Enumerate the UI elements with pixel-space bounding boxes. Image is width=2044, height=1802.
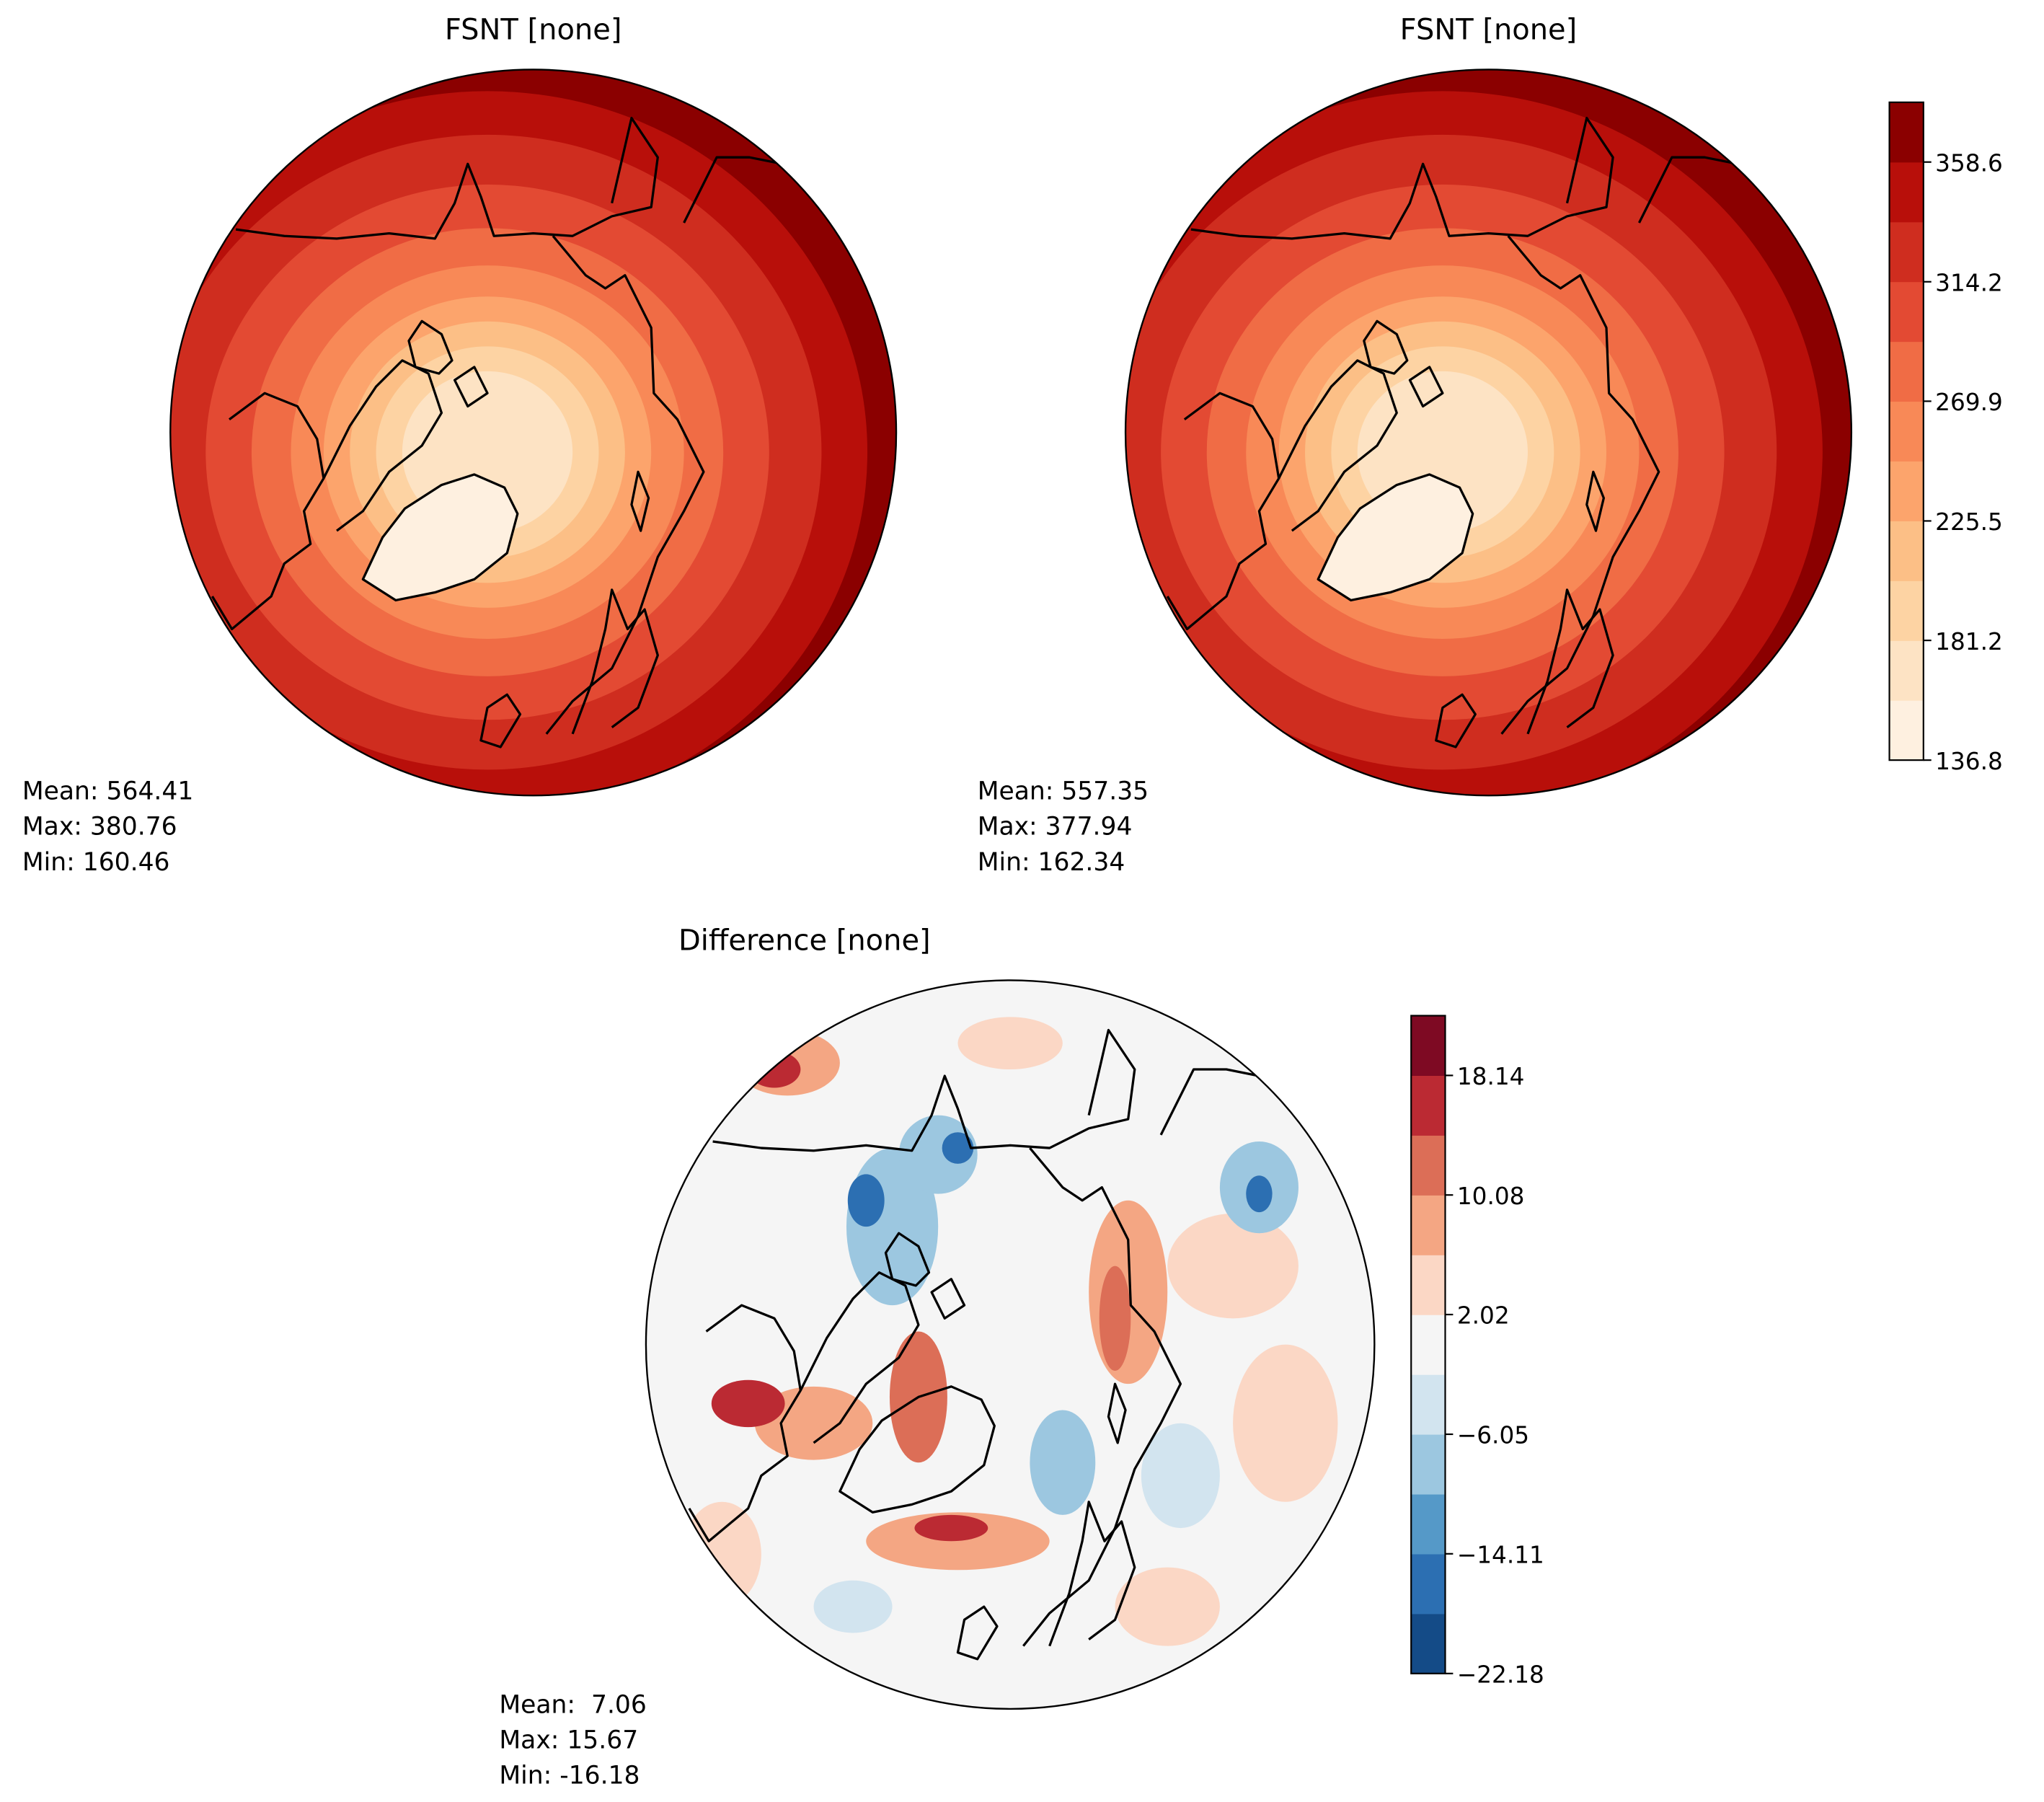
stat-text: Min: 160.46 xyxy=(22,848,170,877)
contour-band xyxy=(914,1514,988,1542)
contour-band xyxy=(1233,1344,1338,1502)
contour-band xyxy=(1167,1213,1298,1319)
colorbar-tick-label: 269.9 xyxy=(1935,389,2003,416)
colorbar-band xyxy=(1411,1015,1446,1076)
colorbar-band xyxy=(1411,1255,1446,1315)
colorbar-tick-label: −22.18 xyxy=(1457,1661,1544,1689)
colorbar-tick-label: −14.11 xyxy=(1457,1542,1544,1569)
map-boundary xyxy=(645,979,1376,1710)
colorbar-band xyxy=(1889,521,1924,581)
contour-band xyxy=(957,1017,1063,1070)
map-boundary xyxy=(169,69,898,797)
stat-text: Max: 15.67 xyxy=(499,1726,638,1754)
contour-band xyxy=(711,1379,785,1428)
colorbar-band xyxy=(1889,640,1924,701)
field xyxy=(170,69,897,796)
stat-text: Mean: 557.35 xyxy=(978,777,1149,806)
colorbar-band xyxy=(1889,401,1924,462)
contour-band xyxy=(847,1174,885,1227)
colorbar-band xyxy=(1889,580,1924,641)
field xyxy=(645,980,1375,1709)
colorbar-frame xyxy=(1888,101,1924,761)
stat-text: Max: 380.76 xyxy=(22,813,177,842)
contour-band xyxy=(1318,474,1473,601)
contour-band xyxy=(1115,1567,1220,1646)
map xyxy=(1124,69,1853,797)
colorbar-band xyxy=(1411,1135,1446,1196)
colorbar-tick-label: −6.05 xyxy=(1457,1422,1529,1449)
contour-band xyxy=(1141,1423,1220,1529)
colorbar-band xyxy=(1411,1553,1446,1615)
colorbar-band xyxy=(1889,700,1924,761)
colorbar-band xyxy=(1411,1075,1446,1136)
stat-text: Min: -16.18 xyxy=(499,1761,640,1790)
contour-band xyxy=(813,1580,893,1633)
colorbar-band xyxy=(1889,102,1924,163)
contour-band xyxy=(1030,1410,1096,1515)
colorbar-band xyxy=(1889,162,1924,223)
colorbar-band xyxy=(1889,281,1924,343)
colorbar-tick-label: 10.08 xyxy=(1457,1183,1525,1210)
colorbar-band xyxy=(1411,1315,1446,1375)
colorbar-band xyxy=(1889,341,1924,402)
panel-title: Difference [none] xyxy=(678,924,931,958)
stat-text: Min: 162.34 xyxy=(978,848,1125,877)
field xyxy=(1125,69,1851,796)
colorbar-tick-label: 2.02 xyxy=(1457,1302,1510,1330)
contour-band xyxy=(1246,1175,1273,1213)
colorbar-band xyxy=(1411,1195,1446,1255)
contour-band xyxy=(363,474,518,601)
colorbar-tick-label: 18.14 xyxy=(1457,1063,1525,1090)
colorbar-tick-label: 225.5 xyxy=(1935,508,2003,536)
colorbar-tick-label: 181.2 xyxy=(1935,628,2003,655)
contour-band xyxy=(1099,1266,1131,1372)
contour-band xyxy=(866,1512,1050,1571)
contour-band xyxy=(645,980,1375,1709)
panel-title: FSNT [none] xyxy=(445,14,622,47)
contour-band xyxy=(942,1132,974,1164)
colorbar-band xyxy=(1411,1613,1446,1674)
colorbar-tick-label: 136.8 xyxy=(1935,748,2003,775)
colorbar-tick-label: 358.6 xyxy=(1935,149,2003,177)
colorbar-band xyxy=(1889,461,1924,521)
colorbar-band xyxy=(1889,221,1924,283)
contour-band xyxy=(748,1051,801,1088)
map-boundary xyxy=(1124,69,1853,797)
colorbar-frame xyxy=(1410,1015,1446,1674)
colorbar-band xyxy=(1411,1493,1446,1555)
stat-text: Mean: 564.41 xyxy=(22,777,193,806)
map xyxy=(645,979,1376,1710)
panel-title: FSNT [none] xyxy=(1400,14,1578,47)
stat-text: Max: 377.94 xyxy=(978,813,1133,842)
colorbar-band xyxy=(1411,1434,1446,1495)
map xyxy=(169,69,898,797)
colorbar-tick-label: 314.2 xyxy=(1935,269,2003,296)
stat-text: Mean: 7.06 xyxy=(499,1690,646,1719)
colorbar-band xyxy=(1411,1374,1446,1435)
